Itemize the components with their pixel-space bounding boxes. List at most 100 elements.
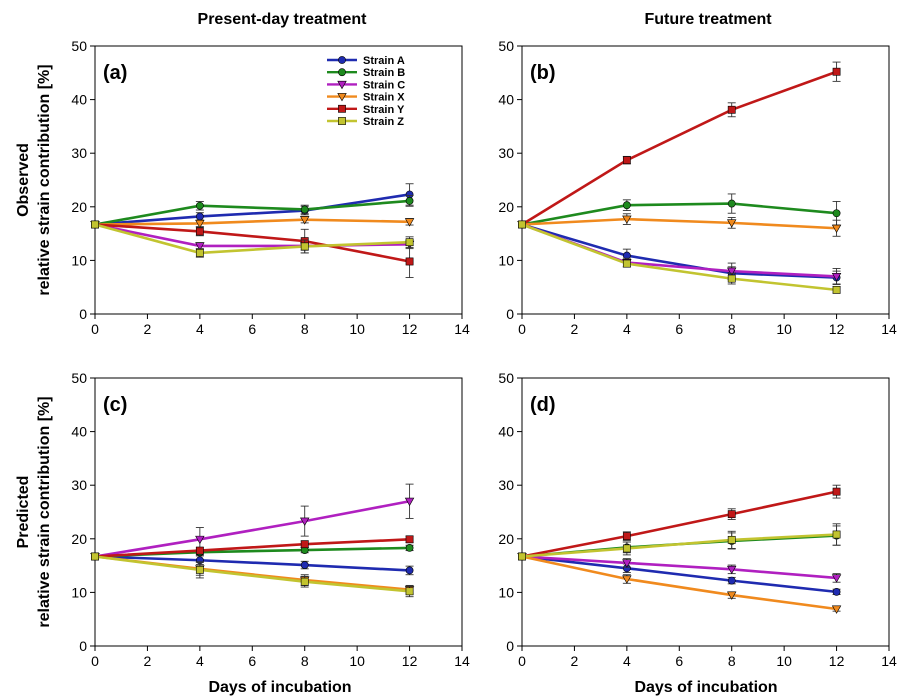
data-point xyxy=(299,517,310,526)
x-tick-label: 8 xyxy=(728,321,736,337)
x-tick-label: 4 xyxy=(623,321,631,337)
data-point xyxy=(727,576,736,585)
data-point xyxy=(831,224,842,234)
series-strain-y xyxy=(518,484,841,561)
data-point xyxy=(832,209,841,218)
data-point xyxy=(300,540,309,549)
data-point xyxy=(622,559,632,568)
x-tick-label: 14 xyxy=(454,653,470,669)
xlabel-left: Days of incubation xyxy=(208,679,351,696)
series-line xyxy=(521,223,837,278)
series-line xyxy=(521,555,837,580)
legend-item: Strain A xyxy=(327,55,405,67)
series-line xyxy=(521,70,838,226)
data-point xyxy=(727,105,736,114)
panel-label: (d) xyxy=(530,394,556,416)
y-tick-label: 50 xyxy=(71,38,87,54)
panel-label: (a) xyxy=(103,62,127,84)
x-tick-label: 12 xyxy=(829,321,845,337)
data-point xyxy=(195,535,205,545)
series-line xyxy=(521,223,837,292)
plot-frame xyxy=(94,377,463,647)
data-point xyxy=(726,591,737,600)
legend-label: Strain C xyxy=(363,79,405,91)
data-point xyxy=(195,201,204,210)
series-line xyxy=(521,555,837,594)
column-title-future: Future treatment xyxy=(644,11,772,28)
series-strain-a xyxy=(91,552,414,576)
xlabel-right: Days of incubation xyxy=(634,679,777,696)
x-tick-label: 10 xyxy=(349,321,365,337)
data-point xyxy=(622,259,631,268)
data-point xyxy=(404,218,415,227)
x-tick-label: 8 xyxy=(301,653,309,669)
y-tick-label: 0 xyxy=(506,306,514,322)
series-line xyxy=(94,555,410,572)
data-point xyxy=(195,227,204,236)
data-point xyxy=(832,587,841,596)
series-line xyxy=(94,223,410,263)
panel-label: (b) xyxy=(530,62,556,84)
y-tick-label: 0 xyxy=(79,638,87,654)
legend-item: Strain Z xyxy=(327,116,404,128)
x-tick-label: 6 xyxy=(675,321,683,337)
data-point xyxy=(831,272,842,282)
x-tick-label: 0 xyxy=(518,653,526,669)
x-tick-label: 6 xyxy=(675,653,683,669)
data-point xyxy=(518,220,526,229)
data-point xyxy=(195,219,205,229)
data-point xyxy=(622,156,631,165)
data-point xyxy=(405,197,414,205)
data-point xyxy=(622,544,631,553)
data-point xyxy=(727,199,736,208)
y-tick-label: 20 xyxy=(71,531,87,547)
series-strain-z xyxy=(518,220,841,294)
x-tick-label: 12 xyxy=(402,653,418,669)
x-tick-label: 4 xyxy=(196,653,204,669)
y-tick-label: 10 xyxy=(498,252,514,268)
x-tick-label: 12 xyxy=(402,321,418,337)
y-tick-label: 0 xyxy=(79,306,87,322)
legend-marker xyxy=(338,104,346,113)
row-label-predicted: Predicted relative strain contribution [… xyxy=(15,396,53,627)
series-line xyxy=(94,218,410,226)
data-point xyxy=(622,575,632,584)
x-tick-label: 12 xyxy=(829,653,845,669)
data-point xyxy=(832,67,841,76)
data-point xyxy=(622,215,632,224)
ylabel-line1: Predicted xyxy=(15,476,32,549)
data-point xyxy=(405,535,414,544)
panel-c: 0 10 20 30 40 50 0 2 4 6 8 10 12 14 (c) xyxy=(71,370,470,669)
legend-marker xyxy=(337,80,347,90)
data-point xyxy=(727,510,736,519)
data-point xyxy=(726,267,737,276)
legend-item: Strain X xyxy=(327,92,405,104)
y-tick-label: 20 xyxy=(71,199,87,215)
legend-label: Strain Y xyxy=(363,104,405,116)
data-point xyxy=(300,561,309,569)
y-tick-label: 40 xyxy=(498,92,514,108)
data-point xyxy=(405,587,414,596)
series-line xyxy=(94,500,410,558)
data-point xyxy=(300,577,309,586)
x-tick-label: 10 xyxy=(776,321,792,337)
y-tick-label: 40 xyxy=(498,424,514,440)
legend-marker xyxy=(337,93,347,102)
x-tick-label: 10 xyxy=(776,653,792,669)
series-strain-c xyxy=(517,220,842,285)
y-tick-label: 40 xyxy=(71,424,87,440)
series-line xyxy=(94,538,410,558)
data-point xyxy=(195,242,205,251)
y-tick-label: 30 xyxy=(71,477,87,493)
x-tick-label: 0 xyxy=(91,653,99,669)
data-point xyxy=(195,565,204,574)
x-tick-label: 8 xyxy=(728,653,736,669)
series-line xyxy=(521,533,837,558)
y-tick-label: 30 xyxy=(71,145,87,161)
column-title-present: Present-day treatment xyxy=(198,11,368,28)
series-line xyxy=(94,223,410,255)
